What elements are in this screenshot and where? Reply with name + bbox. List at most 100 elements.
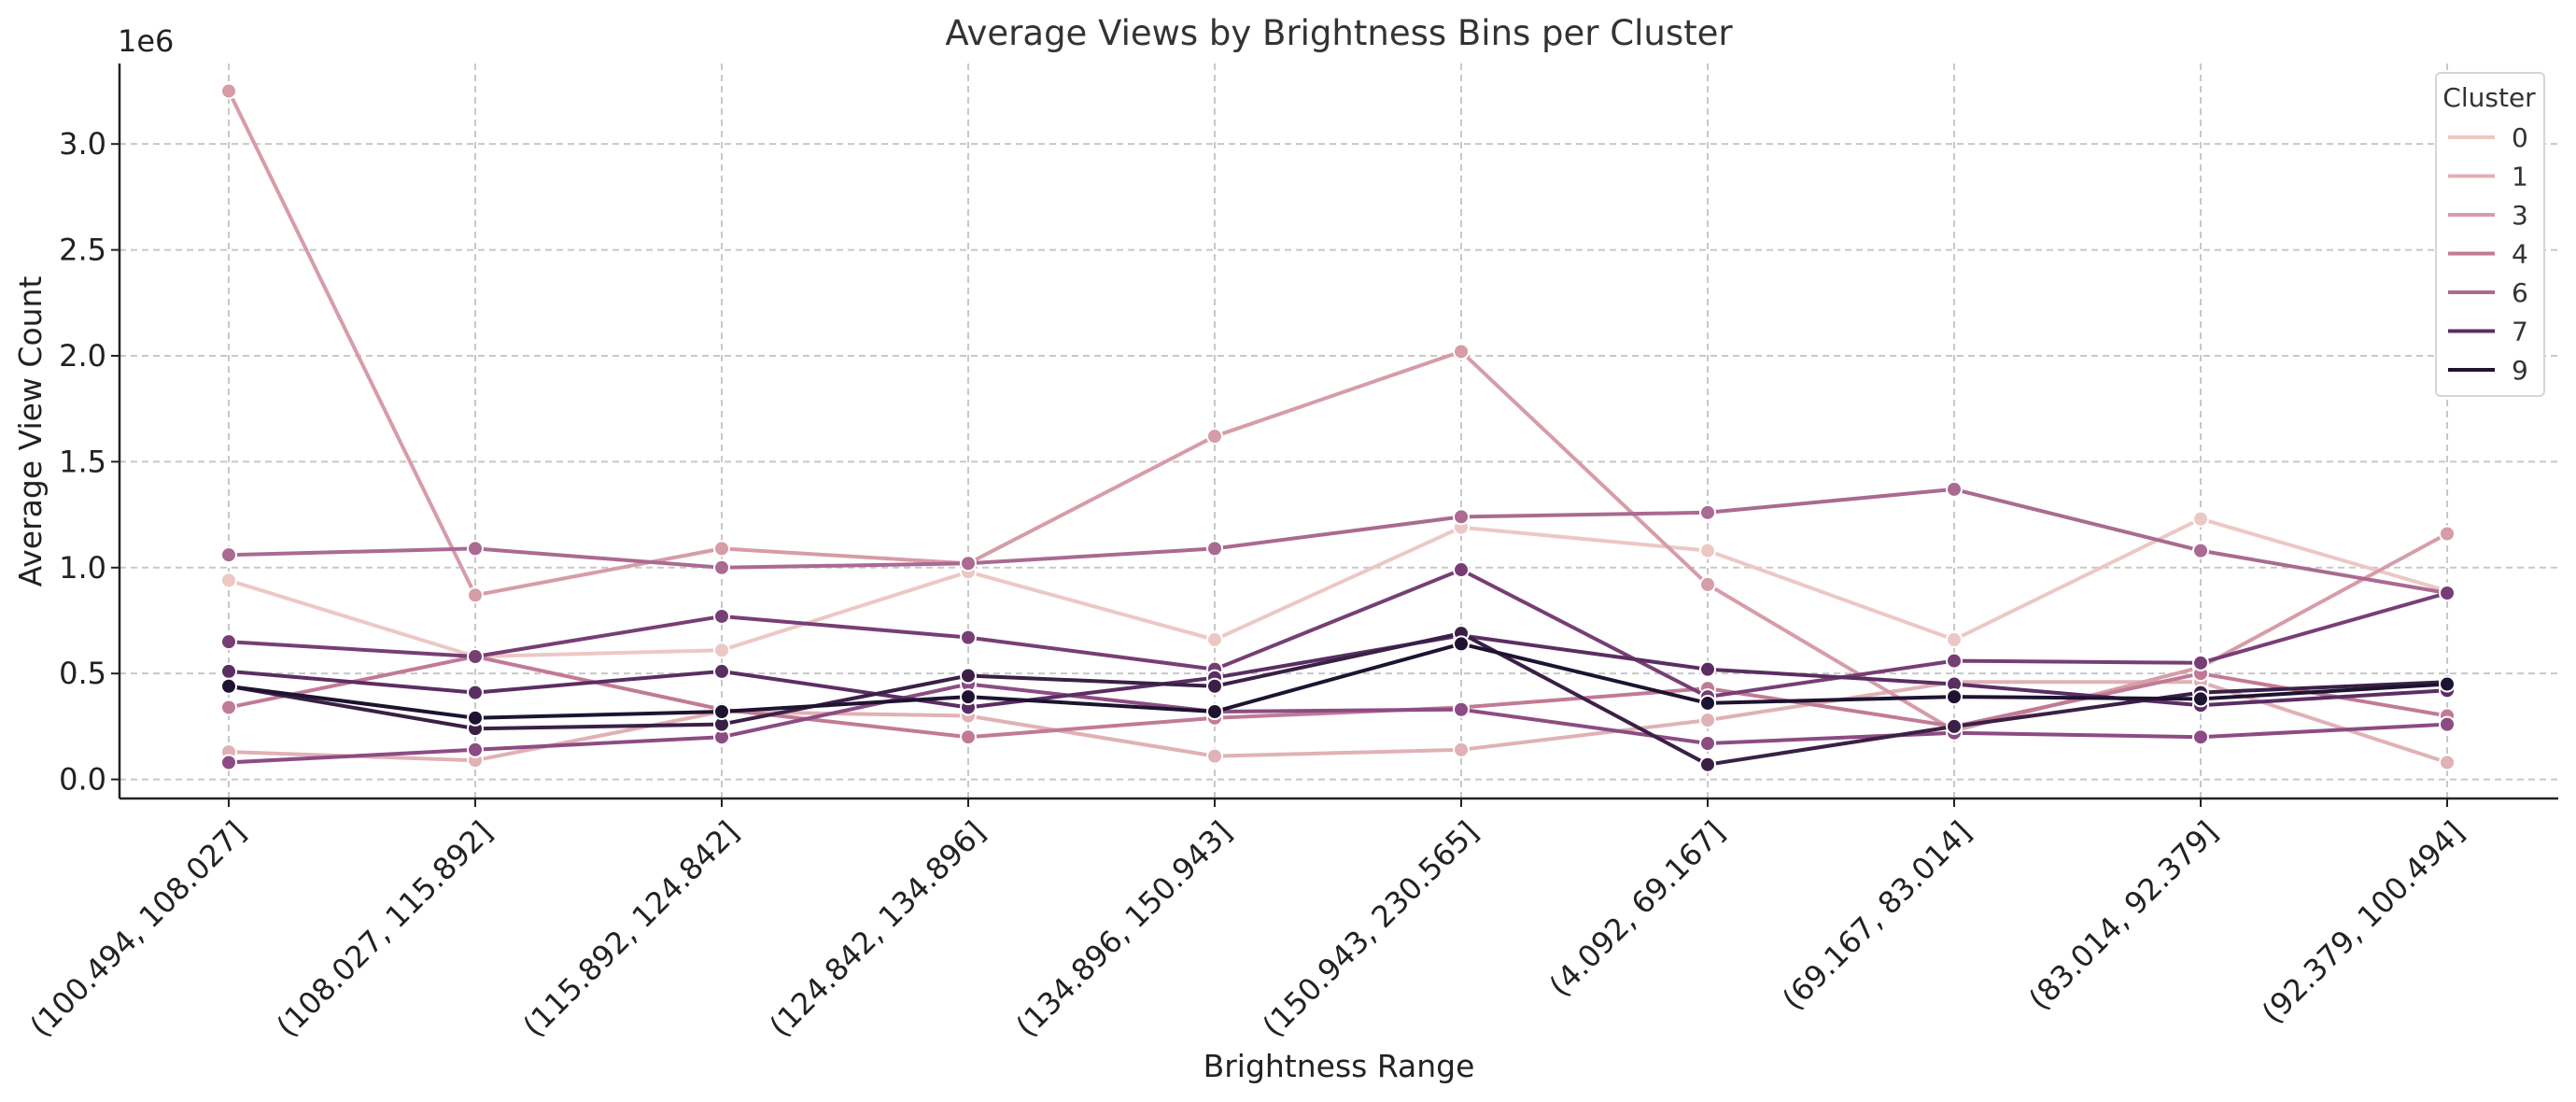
x-tick-label: (4.092, 69.167] bbox=[1542, 814, 1732, 1004]
y-tick-label: 3.0 bbox=[59, 126, 106, 162]
series-line bbox=[228, 682, 2448, 765]
legend-label: 7 bbox=[2512, 317, 2528, 347]
series bbox=[220, 635, 2456, 727]
data-point bbox=[1699, 503, 1716, 521]
data-point bbox=[220, 699, 237, 716]
legend-title: Cluster bbox=[2442, 82, 2536, 113]
grid bbox=[120, 64, 2558, 798]
y-axis-label: Average View Count bbox=[12, 276, 49, 587]
data-point bbox=[2192, 510, 2209, 528]
legend-items: 0 1 3 4 6 7 9 bbox=[2448, 122, 2528, 386]
data-point bbox=[713, 607, 730, 625]
data-point bbox=[1699, 735, 1716, 753]
data-point bbox=[2192, 728, 2209, 746]
data-point bbox=[2192, 690, 2209, 708]
legend-label: 4 bbox=[2512, 239, 2528, 270]
data-point bbox=[960, 667, 977, 685]
data-point bbox=[2439, 585, 2456, 602]
legend-label: 3 bbox=[2512, 200, 2528, 231]
x-tick-label: (134.896, 150.943] bbox=[1009, 814, 1239, 1044]
series-line bbox=[228, 568, 2448, 699]
series-line bbox=[228, 642, 2448, 720]
y-tick-label: 1.0 bbox=[59, 550, 106, 586]
x-tick-label: (108.027, 115.892] bbox=[270, 814, 500, 1044]
data-point bbox=[220, 662, 237, 680]
series bbox=[220, 627, 2456, 716]
y-ticks: 0.0 0.5 1.0 1.5 2.0 2.5 3.0 bbox=[59, 126, 120, 798]
series bbox=[220, 480, 2456, 602]
data-point bbox=[467, 540, 484, 558]
data-point bbox=[1699, 660, 1716, 678]
series bbox=[220, 561, 2456, 706]
x-tick-label: (100.494, 108.027] bbox=[23, 814, 253, 1044]
legend-label: 9 bbox=[2512, 355, 2528, 386]
y-tick-label: 0.0 bbox=[59, 762, 106, 798]
x-tick-label: (69.167, 83.014] bbox=[1775, 814, 1978, 1017]
legend-label: 6 bbox=[2512, 277, 2528, 308]
legend-label: 1 bbox=[2512, 162, 2528, 192]
series-lines bbox=[220, 82, 2456, 773]
data-point bbox=[2439, 754, 2456, 771]
axes bbox=[118, 64, 2558, 800]
data-point bbox=[220, 754, 237, 771]
x-tick-label: (124.842, 134.896] bbox=[763, 814, 992, 1044]
data-point bbox=[1453, 700, 1470, 718]
data-point bbox=[1453, 343, 1470, 360]
x-tick-label: (83.014, 92.379] bbox=[2021, 814, 2224, 1017]
x-ticks: (100.494, 108.027] (108.027, 115.892] (115… bbox=[23, 798, 2471, 1044]
series-line bbox=[228, 631, 2448, 767]
data-point bbox=[220, 572, 237, 589]
data-point bbox=[713, 703, 730, 721]
data-point bbox=[467, 684, 484, 701]
data-point bbox=[220, 82, 237, 100]
data-point bbox=[1453, 508, 1470, 526]
data-point bbox=[713, 540, 730, 558]
data-point bbox=[1699, 575, 1716, 593]
series-line bbox=[228, 487, 2448, 595]
x-tick-label: (115.892, 124.842] bbox=[516, 814, 746, 1044]
data-point bbox=[1206, 630, 1223, 648]
data-point bbox=[1699, 712, 1716, 729]
y-tick-label: 1.5 bbox=[59, 444, 106, 479]
data-point bbox=[467, 648, 484, 666]
data-point bbox=[2192, 654, 2209, 671]
x-tick-label: (92.379, 100.494] bbox=[2255, 814, 2471, 1031]
data-point bbox=[1946, 688, 1963, 706]
y-tick-label: 2.5 bbox=[59, 233, 106, 268]
data-point bbox=[2439, 715, 2456, 733]
legend-label: 0 bbox=[2512, 122, 2528, 153]
data-point bbox=[1699, 694, 1716, 712]
data-point bbox=[2439, 675, 2456, 693]
legend-box bbox=[2435, 72, 2545, 397]
data-point bbox=[1453, 561, 1470, 579]
data-point bbox=[960, 728, 977, 746]
data-point bbox=[713, 642, 730, 659]
y-axis-offset-label: 1e6 bbox=[118, 23, 174, 59]
data-point bbox=[2439, 525, 2456, 543]
chart-title: Average Views by Brightness Bins per Clu… bbox=[945, 13, 1733, 53]
series-line bbox=[228, 680, 2448, 765]
data-point bbox=[713, 662, 730, 680]
data-point bbox=[1453, 635, 1470, 653]
data-point bbox=[220, 677, 237, 695]
data-point bbox=[220, 633, 237, 651]
data-point bbox=[1206, 540, 1223, 558]
series-line bbox=[228, 516, 2448, 658]
data-point bbox=[1946, 717, 1963, 735]
series-line bbox=[227, 90, 2448, 733]
y-tick-label: 0.5 bbox=[59, 656, 106, 691]
data-point bbox=[960, 688, 977, 706]
data-point bbox=[1946, 480, 1963, 498]
y-tick-label: 2.0 bbox=[59, 338, 106, 374]
data-point bbox=[1206, 747, 1223, 765]
data-point bbox=[1206, 703, 1223, 721]
data-point bbox=[1699, 542, 1716, 559]
data-point bbox=[220, 546, 237, 564]
data-point bbox=[1946, 630, 1963, 648]
data-point bbox=[2192, 542, 2209, 559]
data-point bbox=[467, 586, 484, 604]
legend: Cluster 0 1 3 4 6 7 9 bbox=[2435, 72, 2545, 397]
data-point bbox=[1453, 741, 1470, 758]
data-point bbox=[1206, 677, 1223, 695]
